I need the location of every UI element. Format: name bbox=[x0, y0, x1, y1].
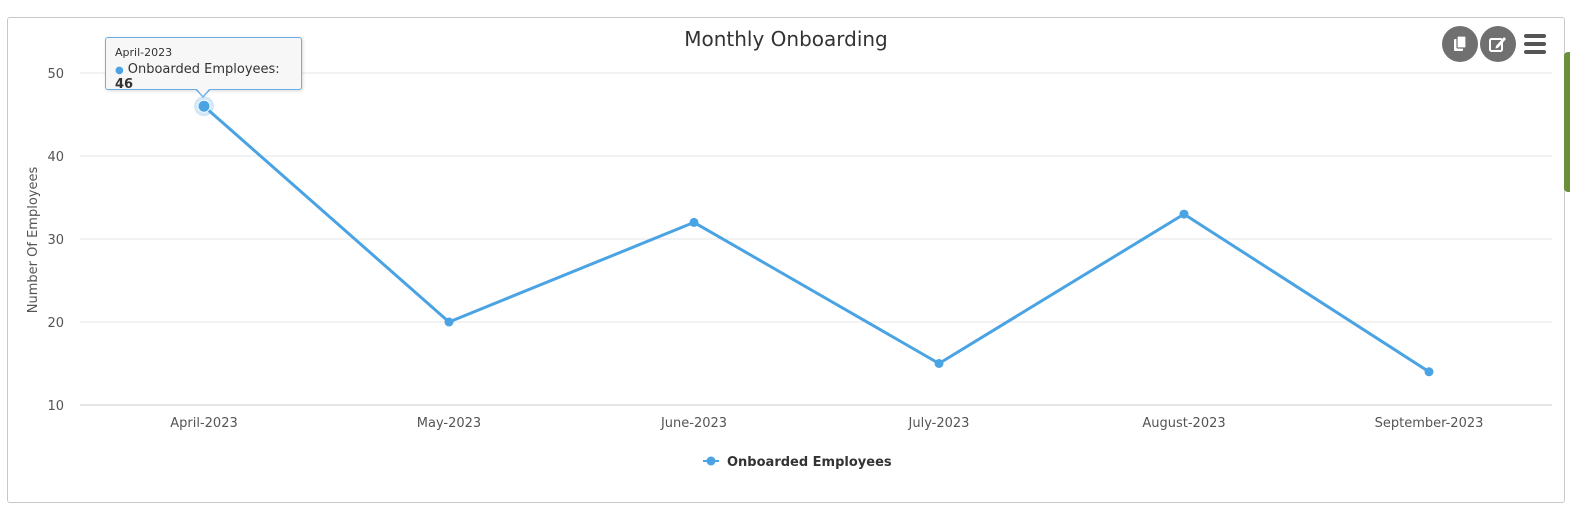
data-point[interactable] bbox=[934, 359, 944, 368]
y-tick-label: 20 bbox=[47, 316, 64, 331]
copy-button[interactable] bbox=[1442, 26, 1478, 62]
chart-title: Monthly Onboarding bbox=[684, 27, 888, 51]
tooltip-series-label: Onboarded Employees: bbox=[127, 62, 280, 77]
x-tick-label: September-2023 bbox=[1375, 416, 1484, 431]
tooltip-date: April-2023 bbox=[115, 46, 173, 59]
x-tick-label: May-2023 bbox=[417, 416, 481, 431]
tooltip-row: ● Onboarded Employees: 46 bbox=[115, 62, 292, 92]
legend-item-label[interactable]: Onboarded Employees bbox=[727, 455, 892, 470]
data-point[interactable] bbox=[197, 99, 211, 113]
x-axis-ticks: April-2023 May-2023 June-2023 July-2023 Augu… bbox=[170, 416, 1483, 431]
x-tick-label: August-2023 bbox=[1142, 416, 1225, 431]
tooltip-arrow-fill bbox=[196, 88, 210, 96]
hamburger-menu-button[interactable] bbox=[1524, 30, 1554, 58]
series-layer bbox=[194, 96, 1434, 377]
chart-panel bbox=[7, 17, 1565, 503]
menu-bar-icon bbox=[1524, 42, 1546, 46]
edit-button[interactable] bbox=[1480, 26, 1516, 62]
menu-bar-icon bbox=[1524, 34, 1546, 38]
series-line bbox=[203, 105, 1430, 374]
x-tick-label: April-2023 bbox=[170, 416, 238, 431]
y-tick-label: 40 bbox=[47, 150, 64, 165]
y-tick-label: 30 bbox=[47, 233, 64, 248]
edit-icon bbox=[1489, 37, 1506, 52]
legend-marker-icon bbox=[706, 456, 716, 466]
y-tick-label: 10 bbox=[47, 399, 64, 414]
y-axis-ticks: 10 20 30 40 50 bbox=[47, 67, 64, 414]
menu-bar-icon bbox=[1524, 50, 1546, 54]
tooltip-series-dot-icon: ● bbox=[115, 65, 124, 76]
data-point[interactable] bbox=[444, 317, 454, 327]
tooltip-value: 46 bbox=[115, 77, 134, 92]
x-tick-label: July-2023 bbox=[908, 416, 970, 431]
side-accent-edge bbox=[1564, 52, 1570, 192]
data-point[interactable] bbox=[689, 217, 699, 227]
y-axis-label: Number Of Employees bbox=[26, 167, 41, 314]
data-point[interactable] bbox=[1179, 209, 1189, 219]
legend[interactable]: Onboarded Employees bbox=[703, 455, 892, 470]
data-tooltip: April-2023 ● Onboarded Employees: 46 bbox=[105, 37, 302, 92]
y-tick-label: 50 bbox=[47, 67, 64, 82]
data-point[interactable] bbox=[1424, 367, 1434, 377]
x-tick-label: June-2023 bbox=[660, 416, 727, 431]
gridlines bbox=[80, 72, 1552, 406]
copy-icon bbox=[1454, 35, 1467, 51]
